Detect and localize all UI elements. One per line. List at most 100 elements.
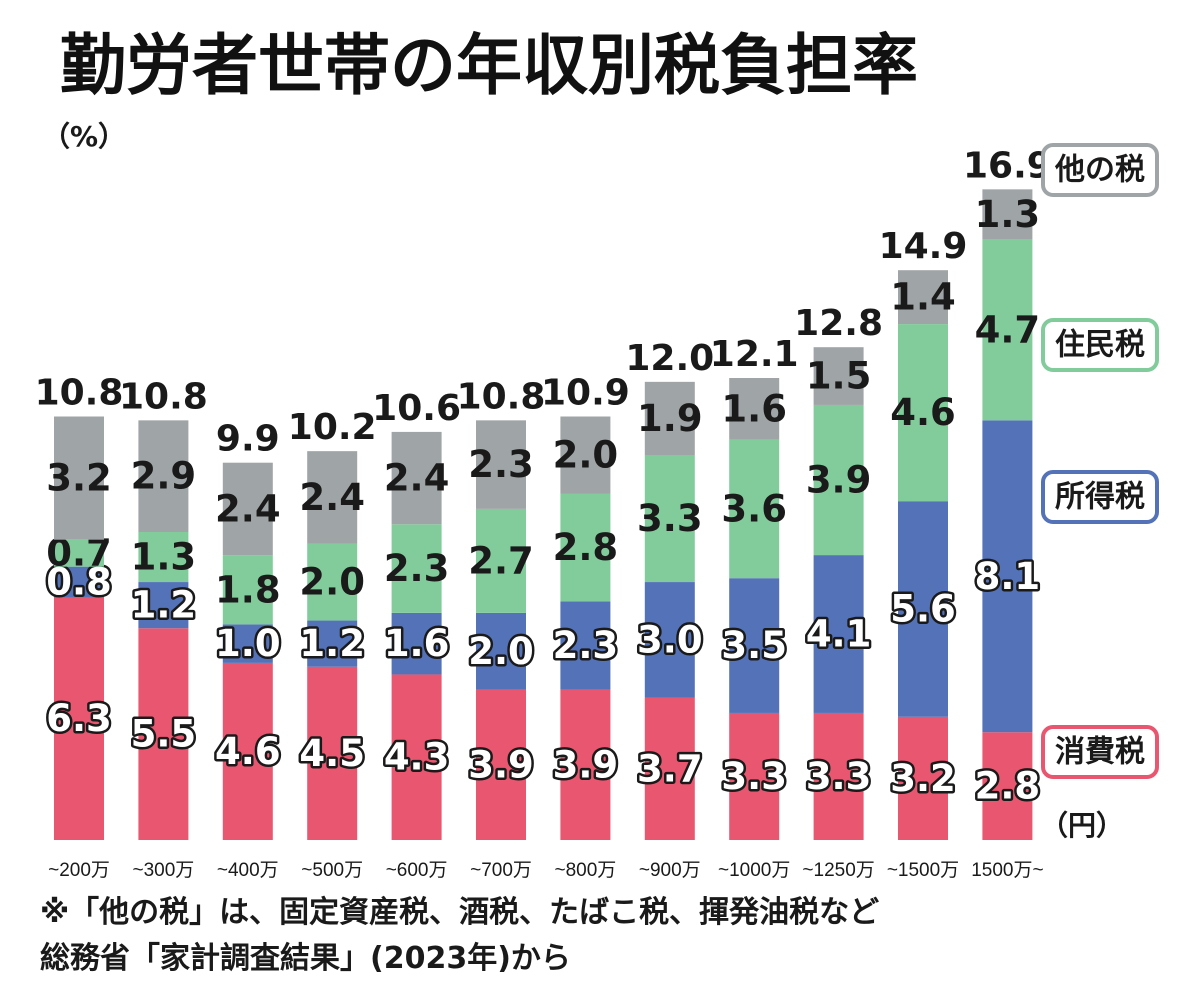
value-label-income: 5.6 xyxy=(890,588,956,631)
bar-consumption xyxy=(222,662,273,840)
bar-consumption xyxy=(54,597,104,840)
legend-box-other xyxy=(1041,143,1159,197)
bar-income xyxy=(813,555,864,713)
source-note: 総務省「家計調査結果」(2023年)から xyxy=(40,941,571,976)
value-label-other: 2.9 xyxy=(131,455,197,498)
value-label-consumption: 3.2 xyxy=(890,757,956,800)
bar-stack: 5.5 1.2 1.3 2.9 10.8 xyxy=(119,376,208,840)
total-label: 10.8 xyxy=(119,376,208,417)
x-unit-label: （円） xyxy=(1040,809,1124,842)
legend-label-income: 所得税 xyxy=(1055,480,1145,515)
category-label: ~200万 xyxy=(48,860,110,881)
bar-consumption xyxy=(644,697,695,840)
bar-consumption xyxy=(813,712,864,840)
total-label: 9.9 xyxy=(216,419,280,460)
total-label: 12.0 xyxy=(625,338,714,379)
value-label-consumption: 3.7 xyxy=(637,747,703,790)
value-label-other: 1.6 xyxy=(721,387,787,430)
bar-stack: 3.9 2.3 2.8 2.0 10.9 xyxy=(541,373,630,840)
bar-income xyxy=(138,582,189,629)
value-label-resident: 4.6 xyxy=(890,391,956,434)
bar-stack: 3.7 3.0 3.3 1.9 12.0 xyxy=(625,338,714,840)
bar-other xyxy=(138,420,189,532)
bar-stack: 4.5 1.2 2.0 2.4 10.2 xyxy=(288,407,377,840)
bar-resident xyxy=(391,524,442,613)
value-label-resident: 2.3 xyxy=(384,547,450,590)
legend-box-consumption xyxy=(1041,725,1159,779)
bars-group: 6.30.80.73.210.85.51.21.32.910.84.61.01.… xyxy=(35,145,1052,840)
bar-consumption xyxy=(307,666,358,840)
bar-income xyxy=(560,601,611,690)
bar-resident xyxy=(898,324,948,502)
category-label: ~500万 xyxy=(301,860,363,881)
value-label-consumption: 3.3 xyxy=(806,755,872,798)
value-label-other: 3.2 xyxy=(46,457,112,500)
bar-stack: 3.3 4.1 3.9 1.5 12.8 xyxy=(794,303,883,840)
value-label-resident: 4.7 xyxy=(975,308,1041,351)
category-label: ~300万 xyxy=(133,860,195,881)
value-label-other: 2.0 xyxy=(553,434,619,477)
bar-other xyxy=(54,416,104,540)
bar-consumption xyxy=(476,689,526,840)
bar-income xyxy=(54,566,104,598)
value-label-resident: 2.7 xyxy=(468,539,534,582)
value-label-resident: 3.9 xyxy=(806,459,872,502)
bar-other xyxy=(560,416,611,494)
bar-resident xyxy=(560,493,611,602)
bar-stack: 3.3 3.5 3.6 1.6 12.1 xyxy=(710,334,799,840)
bar-resident xyxy=(138,532,189,583)
value-label-other: 2.4 xyxy=(299,476,365,519)
total-label: 10.8 xyxy=(457,376,546,417)
total-label: 12.8 xyxy=(794,303,883,344)
bar-resident xyxy=(813,404,864,556)
bar-stack: 3.9 2.0 2.7 2.3 10.8 xyxy=(457,376,546,840)
value-label-income: 2.3 xyxy=(553,624,619,667)
value-label-consumption: 2.8 xyxy=(975,765,1041,808)
value-label-other: 1.3 xyxy=(975,193,1041,236)
value-label-resident: 1.8 xyxy=(215,568,281,611)
total-label: 14.9 xyxy=(879,226,968,267)
bar-other xyxy=(222,462,273,556)
value-label-other: 1.9 xyxy=(637,397,703,440)
total-label: 12.1 xyxy=(710,334,799,375)
bar-income xyxy=(222,624,273,663)
bar-other xyxy=(813,347,864,405)
footnote-other-taxes: ※「他の税」は、固定資産税、酒税、たばこ税、揮発油税など xyxy=(40,895,879,930)
category-label: ~900万 xyxy=(639,860,701,881)
bar-stack: 2.8 8.1 4.7 1.3 16.9 xyxy=(963,145,1052,840)
value-label-other: 1.4 xyxy=(890,276,956,319)
bar-income xyxy=(729,578,780,713)
legend-box-income xyxy=(1041,470,1159,524)
bar-other xyxy=(982,189,1033,240)
category-labels: ~200万 ~300万 ~400万 ~500万 ~600万 ~700万 ~800万 ~900万… xyxy=(48,860,1043,881)
bar-income xyxy=(391,612,442,675)
category-label: ~700万 xyxy=(470,860,532,881)
legend-label-consumption: 消費税 xyxy=(1055,735,1145,770)
value-label-resident: 2.8 xyxy=(553,526,619,569)
category-label: ~400万 xyxy=(217,860,279,881)
value-label-consumption: 5.5 xyxy=(131,713,197,756)
value-label-consumption: 6.3 xyxy=(46,697,112,740)
total-label: 10.2 xyxy=(288,407,377,448)
value-label-consumption: 4.5 xyxy=(299,732,365,775)
category-label: ~800万 xyxy=(555,860,617,881)
bar-resident xyxy=(729,439,780,579)
bar-stack: 6.30.80.73.210.8 xyxy=(35,373,124,840)
value-label-income: 2.0 xyxy=(468,630,534,673)
bar-other xyxy=(391,431,442,525)
value-label-income: 1.2 xyxy=(131,584,197,627)
bar-stack: 4.3 1.6 2.3 2.4 10.6 xyxy=(372,388,461,840)
value-label-income: 4.1 xyxy=(806,613,872,656)
bar-other xyxy=(476,420,526,509)
legend-label-other: 他の税 xyxy=(1054,153,1145,188)
bar-income xyxy=(982,420,1033,733)
bar-income xyxy=(307,620,358,667)
value-label-consumption: 3.9 xyxy=(553,743,619,786)
value-label-resident: 2.0 xyxy=(299,561,365,604)
chart-title: 勤労者世帯の年収別税負担率 xyxy=(60,27,918,104)
bar-income xyxy=(898,501,948,717)
value-label-resident: 3.6 xyxy=(721,487,787,530)
total-label: 10.8 xyxy=(35,373,124,414)
